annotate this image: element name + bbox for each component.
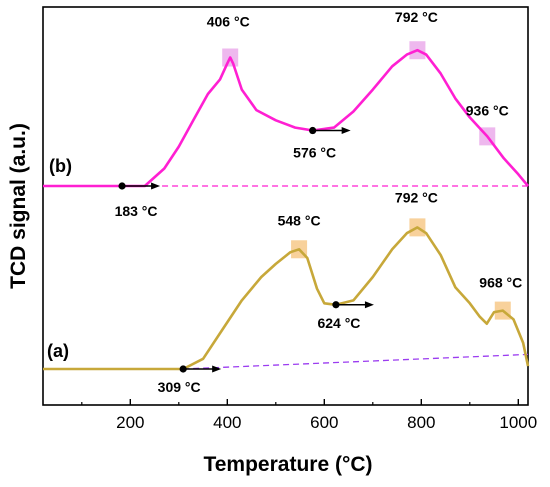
- trace-label: (a): [47, 341, 69, 361]
- curves: [43, 48, 530, 371]
- x-axis-title: Temperature (°C): [203, 453, 372, 476]
- y-axis-title: TCD signal (a.u.): [7, 123, 30, 289]
- annotation-label: 624 °C: [317, 315, 360, 331]
- annotation-label: 309 °C: [158, 379, 201, 395]
- annotations: 406 °C 792 °C 936 °C 576 °C 183 °C 548 °C 792 …: [115, 9, 523, 395]
- x-tick-label: 400: [213, 413, 241, 432]
- trace-label: (b): [49, 156, 72, 176]
- annotation-label: 406 °C: [207, 14, 250, 30]
- annotation-label: 548 °C: [278, 212, 321, 228]
- onset-dot: [179, 365, 187, 373]
- onset-arrowhead: [212, 365, 222, 373]
- plot-frame: [42, 6, 529, 406]
- x-tick-label: 600: [310, 413, 338, 432]
- x-tick-label: 200: [116, 413, 144, 432]
- x-tick-label: 800: [407, 413, 435, 432]
- annotation-label: 968 °C: [479, 275, 522, 291]
- x-tick-label: 1000: [499, 413, 537, 432]
- annotation-label: 792 °C: [395, 9, 438, 25]
- baseline-dashed: [183, 353, 529, 370]
- onset-arrowhead: [151, 182, 161, 190]
- trace-labels: (b) (a): [47, 156, 72, 361]
- annotation-label: 792 °C: [395, 189, 438, 205]
- curve-a: [43, 226, 530, 371]
- onset-markers: [118, 126, 374, 373]
- annotation-label: 936 °C: [466, 102, 509, 118]
- annotation-label: 576 °C: [293, 145, 336, 161]
- peak-highlights: [222, 41, 511, 320]
- annotation-label: 183 °C: [115, 203, 158, 219]
- x-axis-ticks: 200 400 600 800 1000: [81, 399, 537, 432]
- baselines: [122, 185, 529, 370]
- onset-arrowhead: [341, 127, 351, 135]
- onset-arrowhead: [364, 301, 374, 309]
- curve-b: [43, 48, 530, 188]
